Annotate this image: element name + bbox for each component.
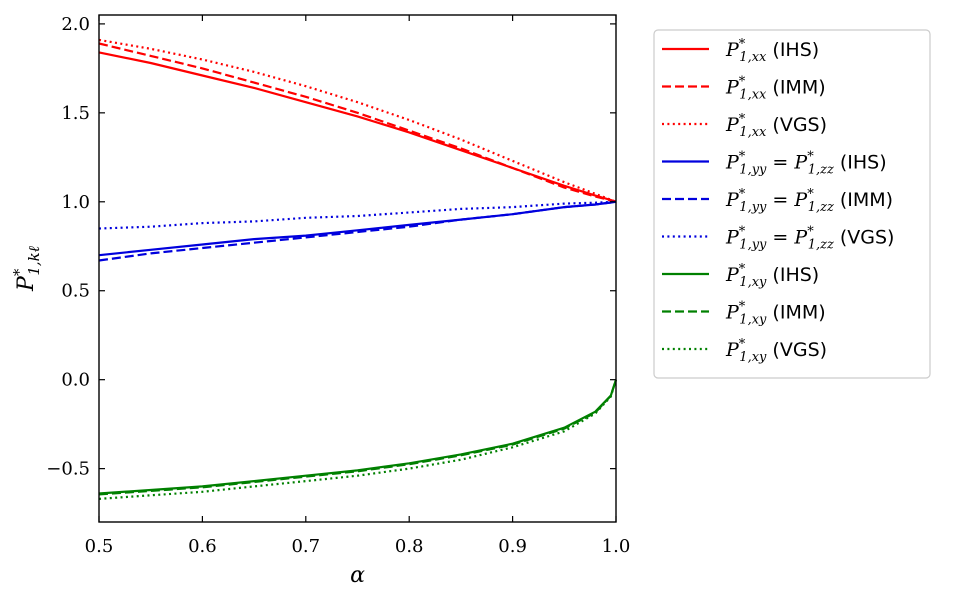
series-line-1 [98, 51, 617, 203]
axes: 0.5 0.6 0.7 0.8 0.9 1.0 −0.5 0.0 0.5 1.0 1.5 2.0 α P*… [10, 14, 630, 588]
legend-entry-2: P* 1,xx (IMM) [725, 75, 826, 103]
legend-entry-3: P* 1,xx (VGS) [725, 112, 827, 140]
plot-frame [98, 14, 617, 523]
legend: P* 1,xx (IHS) P* 1,xx (IMM) P* 1,xx (VGS) P* 1,… [653, 29, 931, 379]
series-line-2 [98, 42, 617, 203]
series-line-9 [98, 379, 618, 500]
legend-entry-7: P* 1,xy (IHS) [725, 262, 819, 290]
series-line-7 [98, 379, 618, 495]
x-tick-label: 0.9 [498, 536, 527, 557]
x-tick-label: 0.8 [395, 536, 424, 557]
y-tick-label: 0.5 [61, 281, 90, 302]
series-layer [98, 38, 618, 500]
x-axis-label: α [350, 563, 365, 588]
y-tick-label: 1.5 [61, 103, 90, 124]
y-tick-label: −0.5 [46, 459, 90, 480]
series-line-6 [98, 200, 617, 230]
x-tick-label: 0.5 [85, 536, 114, 557]
x-tick-label: 0.7 [291, 536, 320, 557]
legend-entry-1: P* 1,xx (IHS) [725, 37, 819, 65]
legend-entry-6: P* 1,yy = P* 1,zz (VGS) [725, 225, 894, 253]
x-tick-label: 0.6 [188, 536, 217, 557]
y-tick-label: 2.0 [61, 14, 90, 35]
x-tick-label: 1.0 [602, 536, 631, 557]
legend-box [653, 29, 931, 379]
legend-entry-5: P* 1,yy = P* 1,zz (IMM) [725, 187, 893, 215]
y-tick-label: 0.0 [61, 370, 90, 391]
legend-entry-9: P* 1,xy (VGS) [725, 337, 827, 365]
legend-entry-4: P* 1,yy = P* 1,zz (IHS) [725, 150, 887, 178]
y-tick-label: 1.0 [61, 192, 90, 213]
series-line-5 [98, 200, 617, 262]
legend-entry-8: P* 1,xy (IMM) [725, 300, 826, 328]
series-line-8 [98, 379, 618, 496]
y-axis-label: P*1,kℓ [10, 246, 43, 292]
